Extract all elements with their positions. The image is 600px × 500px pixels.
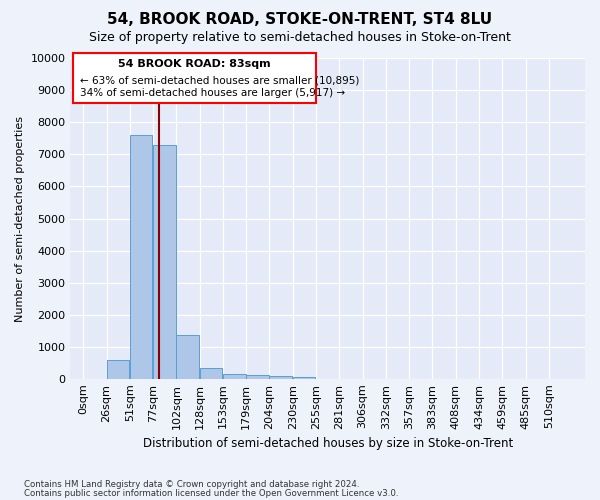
Bar — [293, 377, 316, 379]
Text: ← 63% of semi-detached houses are smaller (10,895): ← 63% of semi-detached houses are smalle… — [80, 76, 359, 86]
Text: 54, BROOK ROAD, STOKE-ON-TRENT, ST4 8LU: 54, BROOK ROAD, STOKE-ON-TRENT, ST4 8LU — [107, 12, 493, 28]
Bar — [153, 145, 176, 379]
Text: Contains public sector information licensed under the Open Government Licence v3: Contains public sector information licen… — [24, 488, 398, 498]
Bar — [176, 334, 199, 379]
Text: 34% of semi-detached houses are larger (5,917) →: 34% of semi-detached houses are larger (… — [80, 88, 345, 98]
Text: 54 BROOK ROAD: 83sqm: 54 BROOK ROAD: 83sqm — [118, 59, 271, 69]
Y-axis label: Number of semi-detached properties: Number of semi-detached properties — [15, 116, 25, 322]
Bar — [223, 374, 245, 379]
Bar — [107, 360, 129, 379]
X-axis label: Distribution of semi-detached houses by size in Stoke-on-Trent: Distribution of semi-detached houses by … — [143, 437, 513, 450]
Bar — [269, 376, 292, 379]
Text: Contains HM Land Registry data © Crown copyright and database right 2024.: Contains HM Land Registry data © Crown c… — [24, 480, 359, 489]
Bar — [200, 368, 222, 379]
Bar — [73, 54, 316, 102]
Bar — [246, 376, 269, 379]
Text: Size of property relative to semi-detached houses in Stoke-on-Trent: Size of property relative to semi-detach… — [89, 31, 511, 44]
Bar — [130, 135, 152, 379]
